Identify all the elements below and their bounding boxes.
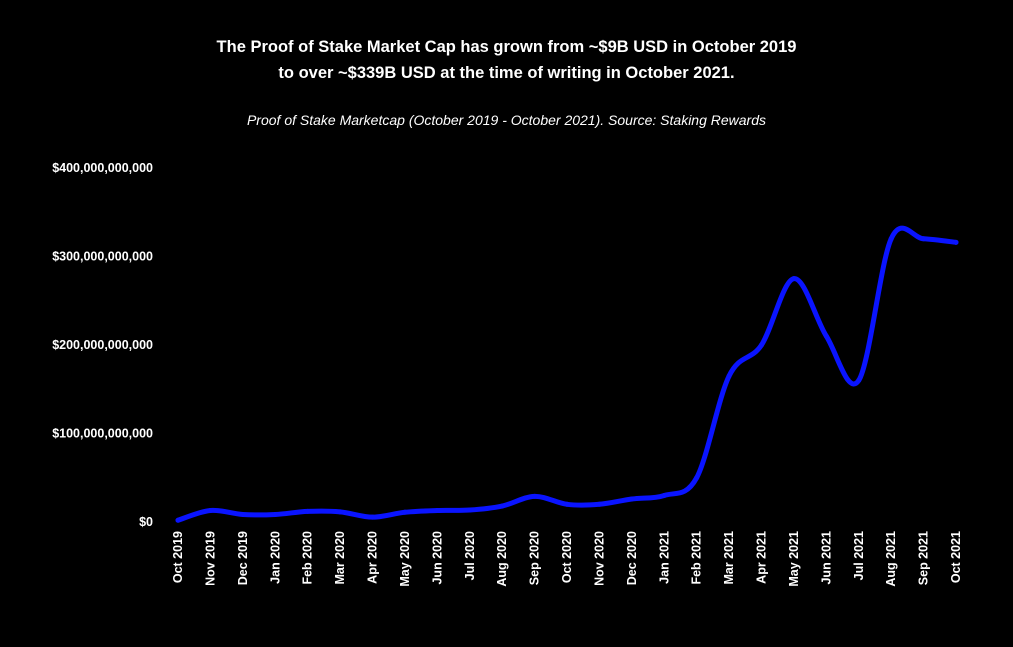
data-point bbox=[921, 236, 927, 242]
x-tick-label: Aug 2021 bbox=[884, 531, 898, 587]
data-point bbox=[305, 508, 311, 514]
y-tick-label: $300,000,000,000 bbox=[52, 250, 153, 264]
x-tick-label: Dec 2019 bbox=[236, 531, 250, 585]
x-tick-label: Jun 2021 bbox=[819, 531, 833, 585]
x-tick-label: Jan 2021 bbox=[657, 531, 671, 584]
x-tick-label: Jan 2020 bbox=[268, 531, 282, 584]
data-point bbox=[402, 509, 408, 515]
series-layer bbox=[175, 225, 959, 523]
y-tick-label: $0 bbox=[139, 515, 153, 529]
chart-title-line-1: The Proof of Stake Market Cap has grown … bbox=[216, 38, 797, 56]
data-point bbox=[953, 239, 959, 245]
x-tick-label: Oct 2019 bbox=[171, 531, 185, 583]
y-axis: $0 $100,000,000,000 $200,000,000,000 $300,0… bbox=[52, 161, 153, 529]
data-point bbox=[370, 514, 375, 520]
data-point bbox=[888, 236, 894, 242]
x-tick-label: Dec 2020 bbox=[625, 531, 639, 585]
x-tick-label: Oct 2021 bbox=[949, 531, 963, 583]
data-point bbox=[694, 475, 700, 481]
x-tick-label: Sep 2021 bbox=[917, 531, 931, 585]
data-point bbox=[272, 511, 278, 517]
data-point bbox=[823, 333, 829, 339]
data-point bbox=[240, 511, 246, 517]
x-tick-label: Jul 2021 bbox=[852, 531, 866, 580]
data-point bbox=[337, 509, 343, 515]
data-point bbox=[207, 507, 213, 513]
x-tick-label: May 2020 bbox=[398, 531, 412, 587]
x-tick-label: Nov 2019 bbox=[203, 531, 217, 586]
y-tick-label: $100,000,000,000 bbox=[52, 427, 153, 441]
data-point bbox=[726, 373, 732, 379]
data-point bbox=[596, 501, 602, 507]
x-tick-label: Oct 2020 bbox=[560, 531, 574, 583]
x-tick-label: May 2021 bbox=[787, 531, 801, 587]
data-point bbox=[791, 276, 797, 282]
x-tick-label: Mar 2021 bbox=[722, 531, 736, 585]
x-tick-label: Feb 2021 bbox=[690, 531, 704, 585]
data-point bbox=[629, 496, 635, 502]
x-tick-label: Nov 2020 bbox=[592, 531, 606, 586]
chart-subtitle: Proof of Stake Marketcap (October 2019 -… bbox=[246, 112, 767, 128]
data-point bbox=[467, 507, 473, 513]
chart-title-line-2: to over ~$339B USD at the time of writin… bbox=[278, 64, 735, 82]
data-point bbox=[499, 503, 505, 509]
x-tick-label: Jul 2020 bbox=[463, 531, 477, 580]
x-tick-label: Sep 2020 bbox=[528, 531, 542, 585]
x-tick-label: Apr 2020 bbox=[366, 531, 380, 584]
y-tick-label: $200,000,000,000 bbox=[52, 338, 153, 352]
x-tick-label: Mar 2020 bbox=[333, 531, 347, 585]
x-axis: Oct 2019 Nov 2019 Dec 2019 Jan 2020 Feb 2020… bbox=[171, 531, 963, 587]
x-tick-label: Apr 2021 bbox=[755, 531, 769, 584]
data-point bbox=[434, 507, 440, 513]
data-point bbox=[175, 517, 181, 523]
data-point bbox=[532, 493, 538, 499]
x-tick-label: Jun 2020 bbox=[430, 531, 444, 585]
data-point bbox=[856, 377, 862, 383]
data-point bbox=[564, 501, 570, 507]
data-point bbox=[661, 492, 667, 498]
series-line bbox=[175, 225, 959, 523]
x-tick-label: Feb 2020 bbox=[301, 531, 315, 585]
y-tick-label: $400,000,000,000 bbox=[52, 161, 153, 175]
x-tick-label: Aug 2020 bbox=[495, 531, 509, 587]
data-point bbox=[759, 342, 764, 348]
